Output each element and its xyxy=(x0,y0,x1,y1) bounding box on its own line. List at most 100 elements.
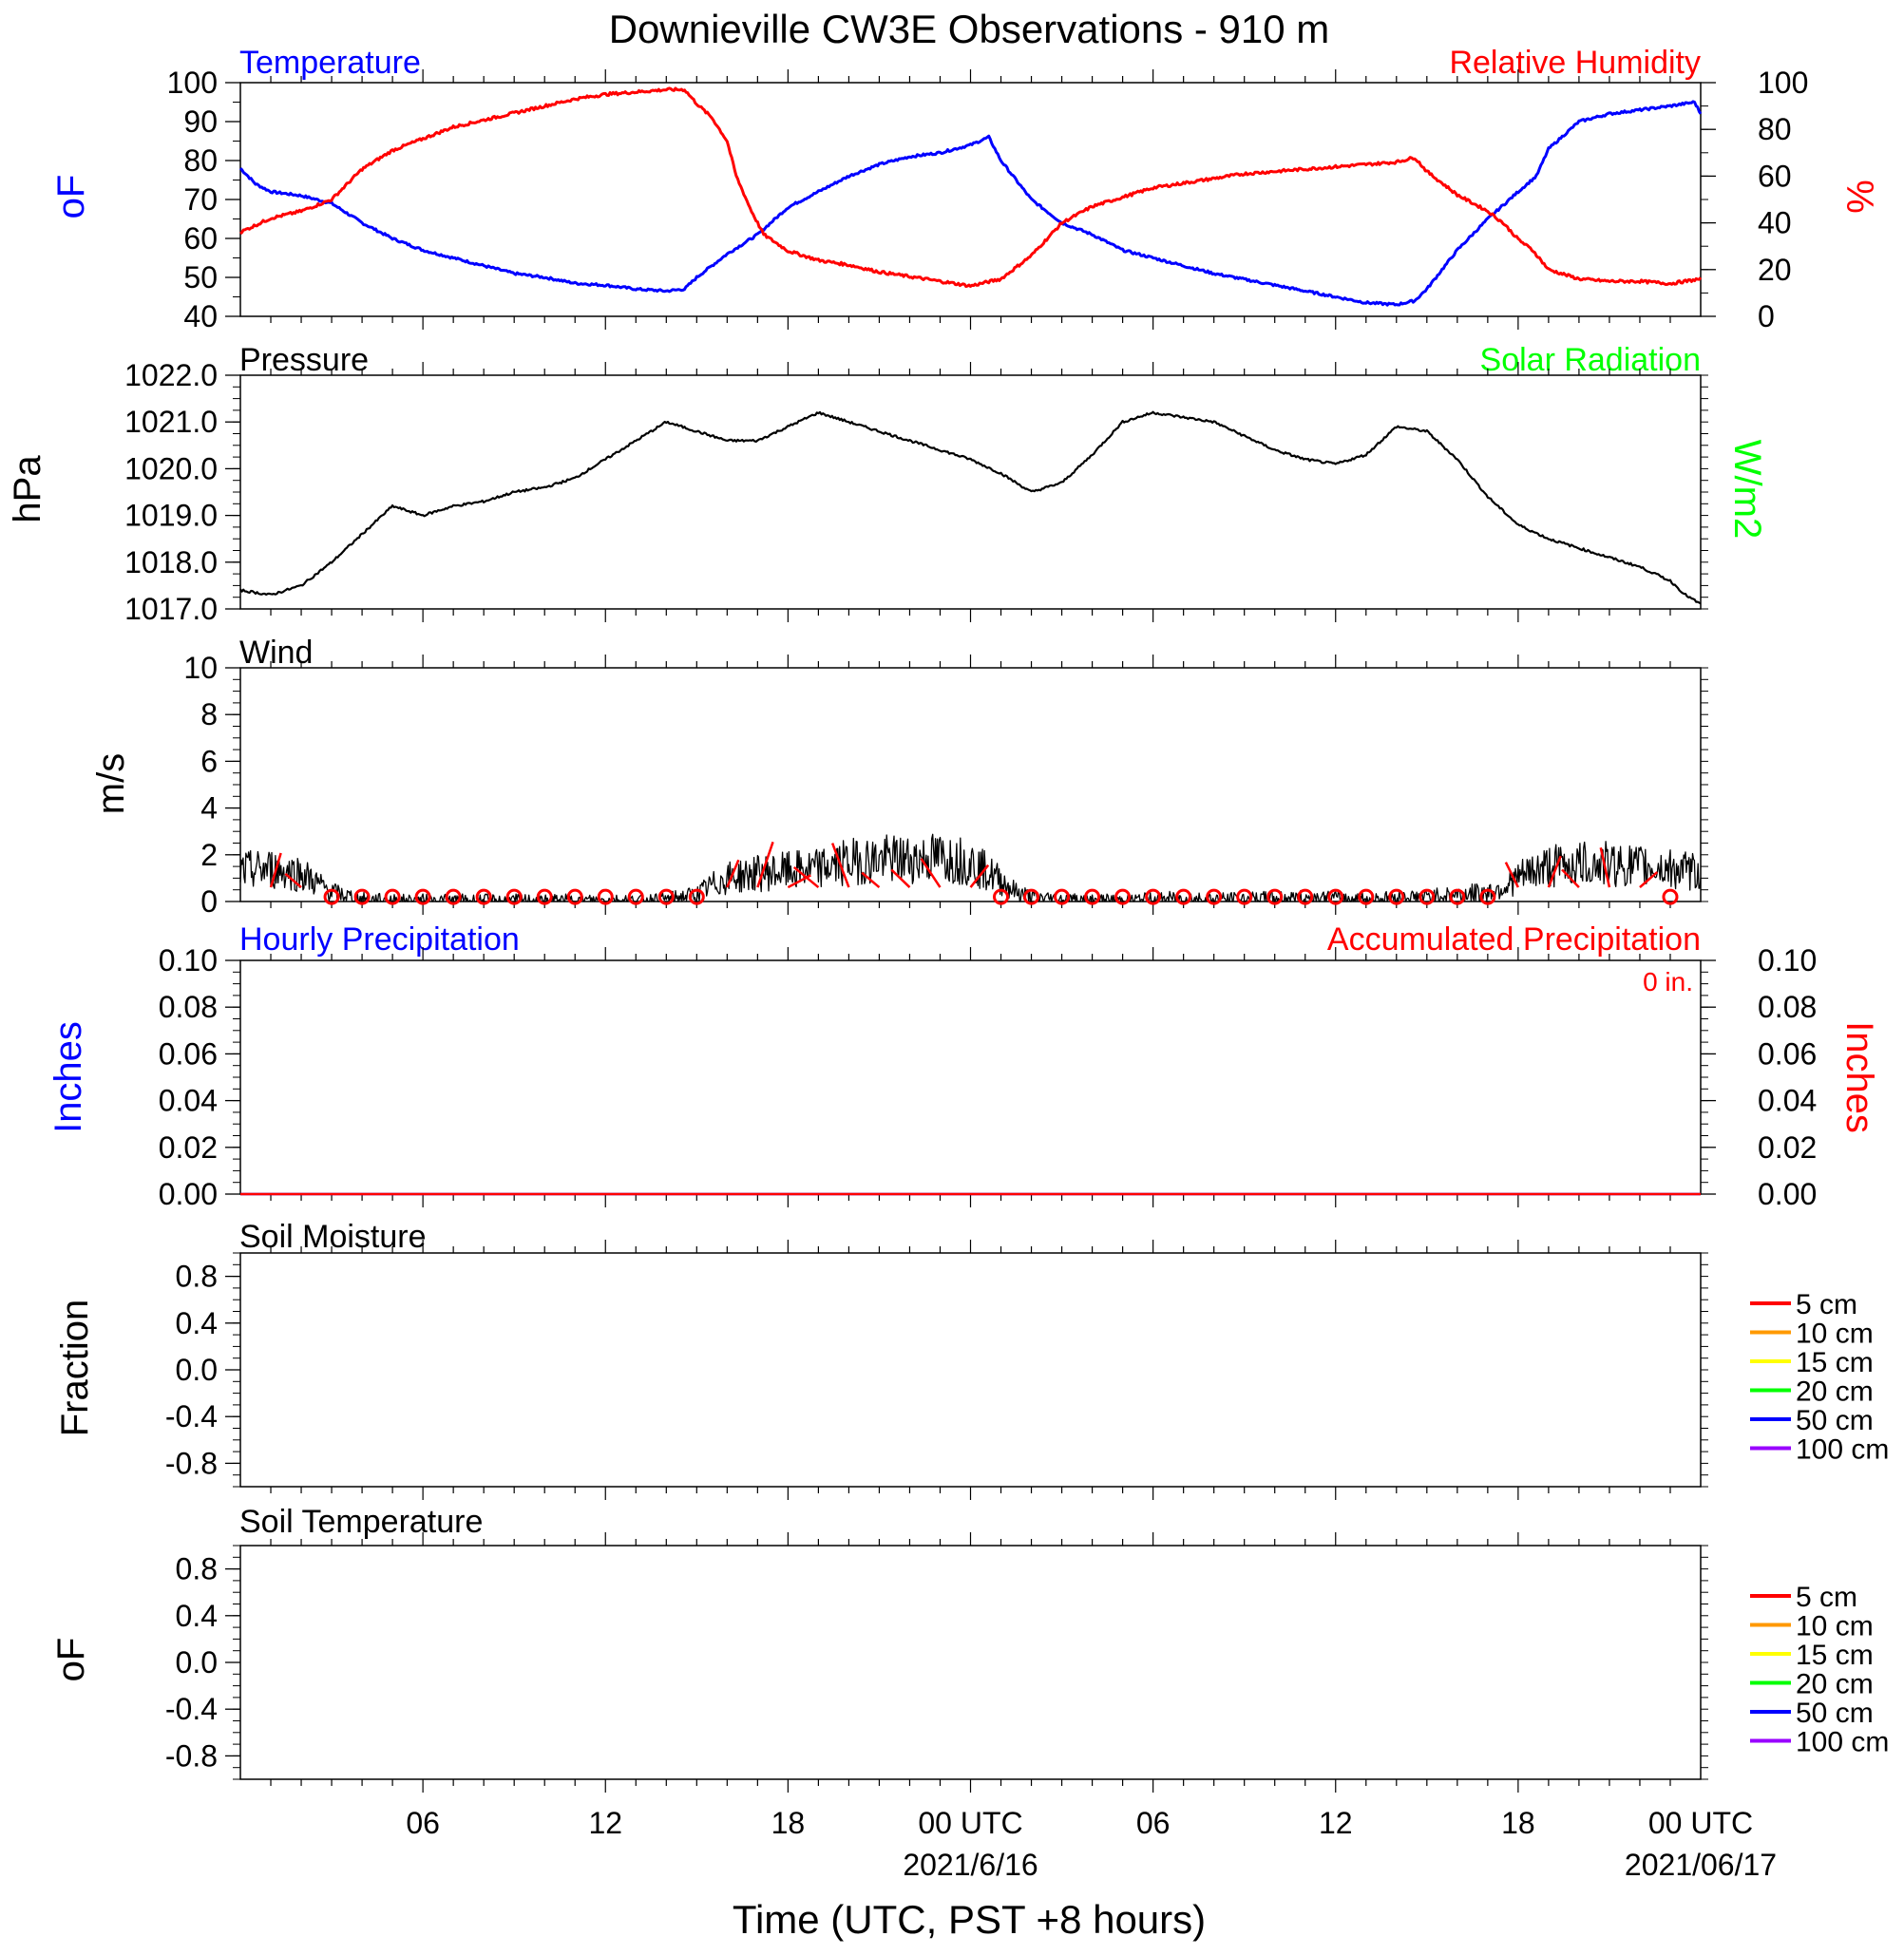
soil-moisture-y-tick-label: 0.4 xyxy=(176,1306,218,1340)
x-tick-label: 00 UTC xyxy=(1648,1806,1753,1840)
wind-calm-circle xyxy=(1145,888,1162,905)
humidity-ylabel: % xyxy=(1838,180,1880,214)
humidity-y-tick-label: 40 xyxy=(1758,206,1792,240)
solar-title: Solar Radiation xyxy=(1480,342,1701,378)
wind-calm-circle xyxy=(627,888,644,905)
wind-barb xyxy=(890,868,911,888)
wind-calm-circle xyxy=(1054,888,1071,905)
soil-moisture-y-tick-label: -0.8 xyxy=(165,1446,218,1480)
wind-calm-circle xyxy=(993,888,1010,905)
x-tick-label: 00 UTC xyxy=(918,1806,1022,1840)
wind-barb xyxy=(269,852,282,888)
soil-moisture-y-tick-label: 0.8 xyxy=(176,1260,218,1294)
soil-moisture-y-tick-label: -0.4 xyxy=(165,1399,218,1433)
precip-title: Hourly Precipitation xyxy=(239,921,520,958)
accum-ylabel-text: Inches xyxy=(1838,1021,1880,1133)
wind-barb xyxy=(1599,847,1611,888)
wind-ylabel: m/s xyxy=(90,753,132,814)
chart-title: Downieville CW3E Observations - 910 m xyxy=(609,7,1330,51)
precip-y-tick-label: 0.02 xyxy=(159,1130,218,1165)
temperature-ylabel-text: oF xyxy=(50,175,92,219)
wind-calm-circle xyxy=(1266,888,1284,905)
x-tick-label: 18 xyxy=(771,1806,806,1840)
wind-calm-circle xyxy=(475,888,492,905)
humidity-y-tick-label: 100 xyxy=(1758,66,1808,100)
wind-y-tick-label: 8 xyxy=(200,697,218,731)
wind-calm-circle xyxy=(1662,888,1679,905)
wind-barb xyxy=(756,841,774,888)
panel-soil-temperature: Soil Temperature oF xyxy=(50,1504,483,1681)
soil-moisture-legend-label: 20 cm xyxy=(1796,1376,1874,1408)
wind-calm-circle xyxy=(1418,888,1436,905)
precip-y-tick-label: 0.10 xyxy=(159,943,218,978)
wind-calm-circle xyxy=(1175,888,1192,905)
x-tick-label: 18 xyxy=(1501,1806,1535,1840)
wind-barb xyxy=(726,859,740,888)
wind-calm-circle xyxy=(688,888,705,905)
accum-y-tick-label: 0.04 xyxy=(1758,1084,1817,1118)
x-date-label: 2021/06/17 xyxy=(1625,1848,1777,1882)
temperature-series-line xyxy=(238,100,1703,307)
humidity-ylabel-text: % xyxy=(1838,180,1880,214)
x-tick-label: 06 xyxy=(406,1806,440,1840)
pressure-y-tick-label: 1022.0 xyxy=(124,358,218,392)
wind-y-tick-label: 4 xyxy=(200,791,218,826)
wind-calm-circle xyxy=(353,888,371,905)
soil-moisture-legend-label: 10 cm xyxy=(1796,1319,1874,1350)
soil-temperature-legend-label: 10 cm xyxy=(1796,1611,1874,1642)
accum-y-tick-label: 0.08 xyxy=(1758,990,1817,1024)
wind-calm-circle xyxy=(1114,888,1132,905)
wind-calm-circle xyxy=(1236,888,1253,905)
temperature-y-tick-label: 80 xyxy=(183,143,218,178)
temperature-y-tick-label: 60 xyxy=(183,221,218,256)
temperature-title: Temperature xyxy=(239,45,421,81)
x-axis-label: Time (UTC, PST +8 hours) xyxy=(733,1897,1206,1942)
panel-pressure: Pressure Solar Radiation hPa W/m2 xyxy=(7,342,1768,539)
accum-y-tick-label: 0.06 xyxy=(1758,1036,1817,1071)
precip-y-tick-label: 0.04 xyxy=(159,1084,218,1118)
soil-temperature-legend-label: 15 cm xyxy=(1796,1640,1874,1671)
wind-calm-circle xyxy=(1449,888,1466,905)
humidity-title: Relative Humidity xyxy=(1449,45,1701,81)
temperature-y-tick-label: 90 xyxy=(183,104,218,139)
x-tick-label: 12 xyxy=(588,1806,622,1840)
wind-y-tick-label: 6 xyxy=(200,744,218,778)
wind-calm-circle xyxy=(536,888,553,905)
pressure-series-line xyxy=(239,410,1702,605)
panel-temperature: Temperature Relative Humidity oF % xyxy=(50,45,1880,218)
x-tick-label: 12 xyxy=(1319,1806,1353,1840)
pressure-ylabel: hPa xyxy=(7,455,48,523)
wind-calm-circle xyxy=(384,888,401,905)
temperature-y-tick-label: 40 xyxy=(183,299,218,333)
humidity-y-tick-label: 20 xyxy=(1758,253,1792,287)
wind-barb xyxy=(1547,855,1562,888)
x-date-label: 2021/6/16 xyxy=(903,1848,1038,1882)
wind-calm-circle xyxy=(566,888,583,905)
soil-temperature-y-tick-label: 0.0 xyxy=(176,1645,218,1680)
accum-y-tick-label: 0.00 xyxy=(1758,1177,1817,1211)
soil-moisture-legend-label: 50 cm xyxy=(1796,1405,1874,1436)
wind-calm-circle xyxy=(1388,888,1405,905)
precip-ylabel: Inches xyxy=(48,1021,89,1133)
soil-temperature-legend-label: 5 cm xyxy=(1796,1582,1857,1613)
soil-moisture-title: Soil Moisture xyxy=(239,1219,427,1255)
soil-temperature-y-tick-label: -0.8 xyxy=(165,1738,218,1773)
wind-calm-circle xyxy=(505,888,523,905)
wind-title: Wind xyxy=(239,635,313,671)
pressure-ylabel-text: hPa xyxy=(7,455,48,523)
wind-series-line xyxy=(239,833,1702,902)
wind-barb xyxy=(830,843,850,888)
soil-temperature-ylabel: oF xyxy=(50,1638,92,1682)
solar-ylabel-text: W/m2 xyxy=(1726,440,1768,539)
accum-ylabel: Inches xyxy=(1838,1021,1880,1133)
soil-temperature-y-tick-label: 0.8 xyxy=(176,1552,218,1586)
wind-calm-circle xyxy=(414,888,431,905)
accum-title: Accumulated Precipitation xyxy=(1327,921,1701,958)
wind-calm-circle xyxy=(323,888,340,905)
soil-moisture-legend-label: 15 cm xyxy=(1796,1347,1874,1378)
wind-calm-circle xyxy=(1023,888,1040,905)
temperature-y-tick-label: 50 xyxy=(183,260,218,294)
pressure-y-tick-label: 1017.0 xyxy=(124,592,218,626)
